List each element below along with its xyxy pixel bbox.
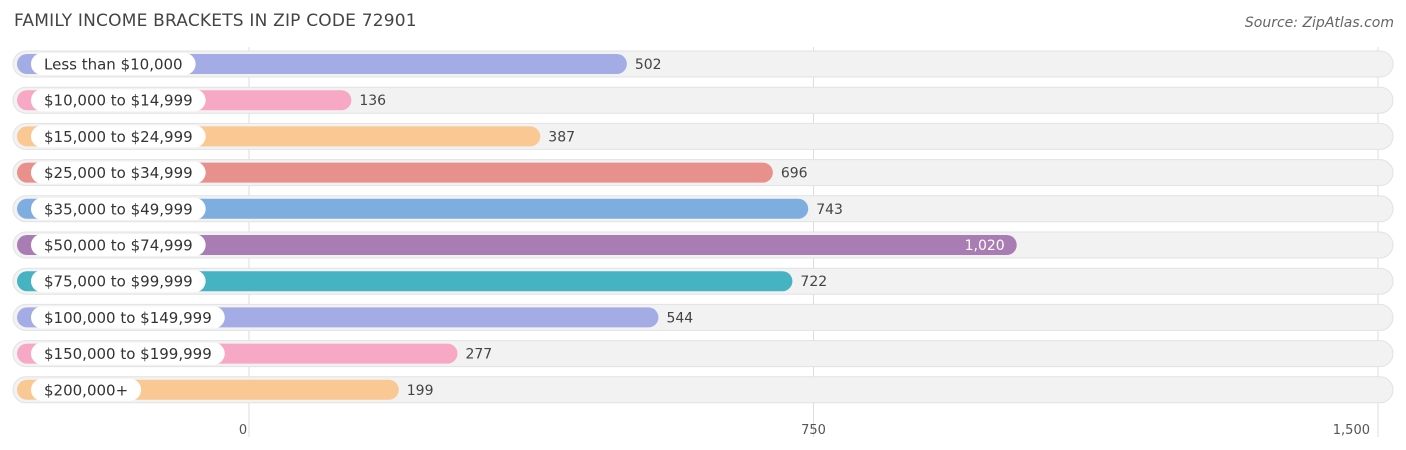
- category-label: $200,000+: [44, 381, 128, 399]
- category-pill: [31, 234, 206, 256]
- category-pill: [31, 306, 225, 329]
- category-label: $35,000 to $49,999: [44, 200, 193, 218]
- chart-source: Source: ZipAtlas.com: [1244, 15, 1394, 31]
- value-label: 502: [635, 57, 662, 73]
- category-label: $50,000 to $74,999: [44, 237, 193, 255]
- category-label: Less than $10,000: [44, 56, 183, 74]
- category-pill: [31, 53, 196, 75]
- category-label: $10,000 to $14,999: [44, 92, 193, 110]
- category-label: $75,000 to $99,999: [44, 273, 193, 291]
- category-label: $100,000 to $149,999: [44, 309, 212, 327]
- value-label: 743: [816, 202, 843, 218]
- category-label: $150,000 to $199,999: [44, 345, 212, 363]
- value-label: 387: [548, 129, 575, 145]
- bar: [17, 198, 809, 219]
- value-label: 136: [359, 93, 386, 109]
- bar: [17, 235, 1017, 255]
- value-label: 1,020: [965, 238, 1005, 254]
- x-tick-label: 0: [239, 423, 247, 438]
- category-pill: [31, 197, 206, 220]
- chart-title: FAMILY INCOME BRACKETS IN ZIP CODE 72901: [14, 11, 417, 31]
- bar: [17, 271, 793, 292]
- category-pill: [31, 125, 206, 148]
- value-label: 544: [666, 310, 693, 326]
- category-pill: [31, 89, 206, 112]
- x-tick-label: 750: [801, 423, 826, 438]
- value-label: 277: [465, 347, 492, 363]
- x-tick-label: 1,500: [1333, 423, 1370, 438]
- bar: [17, 162, 773, 183]
- category-label: $25,000 to $34,999: [44, 164, 193, 182]
- category-pill: [31, 378, 142, 401]
- category-pill: [31, 161, 206, 184]
- value-label: 722: [800, 274, 827, 290]
- value-label: 696: [781, 166, 808, 182]
- category-pill: [31, 270, 206, 293]
- category-pill: [31, 342, 225, 365]
- value-label: 199: [407, 383, 434, 399]
- row-track: [12, 86, 1394, 114]
- category-label: $15,000 to $24,999: [44, 128, 193, 146]
